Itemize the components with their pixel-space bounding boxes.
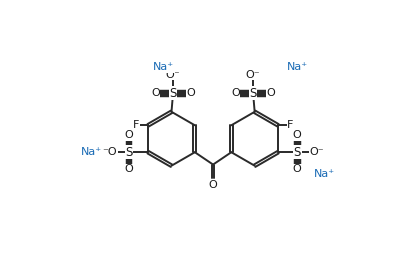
Text: O: O (209, 180, 218, 190)
Text: Na⁺: Na⁺ (153, 62, 174, 72)
Text: S: S (249, 87, 257, 100)
Text: Na⁺: Na⁺ (314, 169, 335, 179)
Text: S: S (294, 146, 301, 159)
Text: O: O (266, 88, 275, 98)
Text: Na⁺: Na⁺ (81, 147, 102, 157)
Text: F: F (287, 120, 294, 130)
Text: O⁻: O⁻ (166, 70, 180, 80)
Text: S: S (169, 87, 177, 100)
Text: O⁻: O⁻ (309, 147, 324, 157)
Text: O: O (124, 130, 133, 140)
Text: O: O (124, 164, 133, 174)
Text: O⁻: O⁻ (246, 70, 261, 80)
Text: S: S (125, 146, 133, 159)
Text: O: O (231, 88, 240, 98)
Text: ⁻O: ⁻O (102, 147, 117, 157)
Text: Na⁺: Na⁺ (286, 62, 308, 72)
Text: O: O (187, 88, 195, 98)
Text: O: O (293, 130, 301, 140)
Text: O: O (293, 164, 301, 174)
Text: F: F (133, 120, 139, 130)
Text: O: O (151, 88, 160, 98)
